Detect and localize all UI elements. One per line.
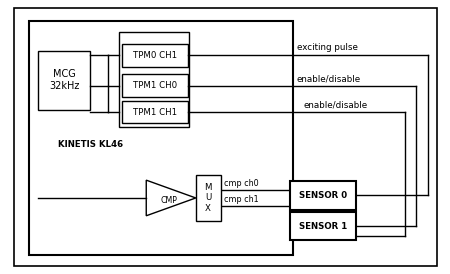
Text: SENSOR 1: SENSOR 1 [299,222,347,230]
Text: cmp ch0: cmp ch0 [224,179,259,188]
Bar [290,181,356,210]
Text: TPM1 CH1: TPM1 CH1 [133,108,177,116]
Text: enable/disable: enable/disable [304,101,368,110]
Text: enable/disable: enable/disable [297,75,361,83]
Polygon shape [146,180,196,216]
Text: SENSOR 0: SENSOR 0 [299,191,347,200]
Text: CMP: CMP [160,196,177,205]
Text: M
U
X: M U X [204,183,212,213]
Bar [38,51,90,110]
Bar [122,101,188,123]
Text: TPM1 CH0: TPM1 CH0 [133,81,177,90]
Bar [122,74,188,97]
Text: cmp ch1: cmp ch1 [224,195,259,204]
Bar [29,21,292,255]
Bar [290,212,356,240]
Text: MCG
32kHz: MCG 32kHz [49,70,80,91]
Text: KINETIS KL46: KINETIS KL46 [58,140,124,149]
Bar [119,32,189,127]
Text: TPM0 CH1: TPM0 CH1 [133,51,177,60]
Text: exciting pulse: exciting pulse [297,43,358,52]
Bar [196,175,220,221]
Bar [122,44,188,67]
